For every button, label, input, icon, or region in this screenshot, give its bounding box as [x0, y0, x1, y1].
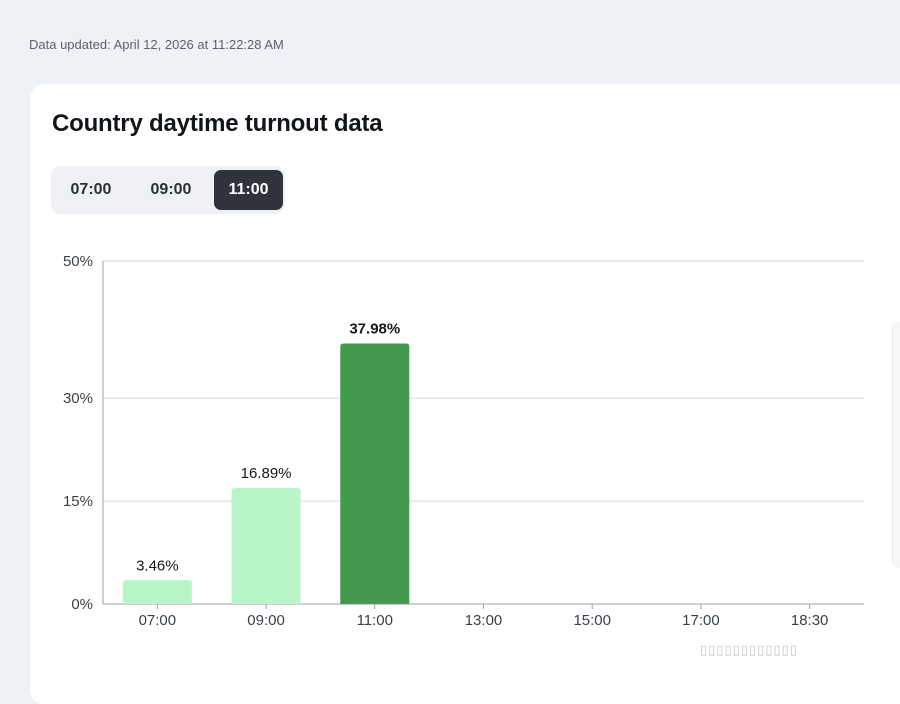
x-tick-label: 13:00 — [465, 612, 503, 629]
y-tick-label: 0% — [71, 596, 93, 613]
x-tick-label: 07:00 — [139, 612, 177, 629]
bar-data-label: 3.46% — [136, 557, 179, 574]
tab-0700[interactable]: 07:00 — [70, 181, 112, 198]
watermark-text: ▯▯▯▯▯▯▯▯▯▯▯▯ — [700, 642, 798, 657]
x-tick-label: 11:00 — [357, 612, 393, 629]
bar — [340, 343, 410, 604]
turnout-bar-chart: 0% 15% 30% 50% 07:00 3.46% 09:00 16.89% 11:00 37.… — [63, 253, 864, 629]
data-updated-text: Data updated: April 12, 2026 at 11:22:28… — [29, 37, 284, 52]
side-panel-edge — [892, 322, 900, 568]
y-tick-label: 30% — [63, 390, 93, 407]
x-tick-label: 18:30 — [791, 612, 829, 629]
card-title: Country daytime turnout data — [52, 110, 383, 137]
x-tick-label: 17:00 — [682, 612, 720, 629]
x-tick-label: 15:00 — [573, 612, 611, 629]
bar — [231, 488, 301, 604]
bar-data-label: 37.98% — [349, 320, 400, 337]
y-tick-label: 50% — [63, 253, 93, 270]
time-tabs: 07:00 09:00 11:00 — [51, 166, 285, 214]
bar-data-label: 16.89% — [241, 465, 292, 482]
tab-1100[interactable]: 11:00 — [214, 170, 283, 210]
y-tick-label: 15% — [63, 493, 93, 510]
tab-0900[interactable]: 09:00 — [150, 181, 192, 198]
x-tick-label: 09:00 — [247, 612, 285, 629]
bar — [122, 580, 192, 604]
